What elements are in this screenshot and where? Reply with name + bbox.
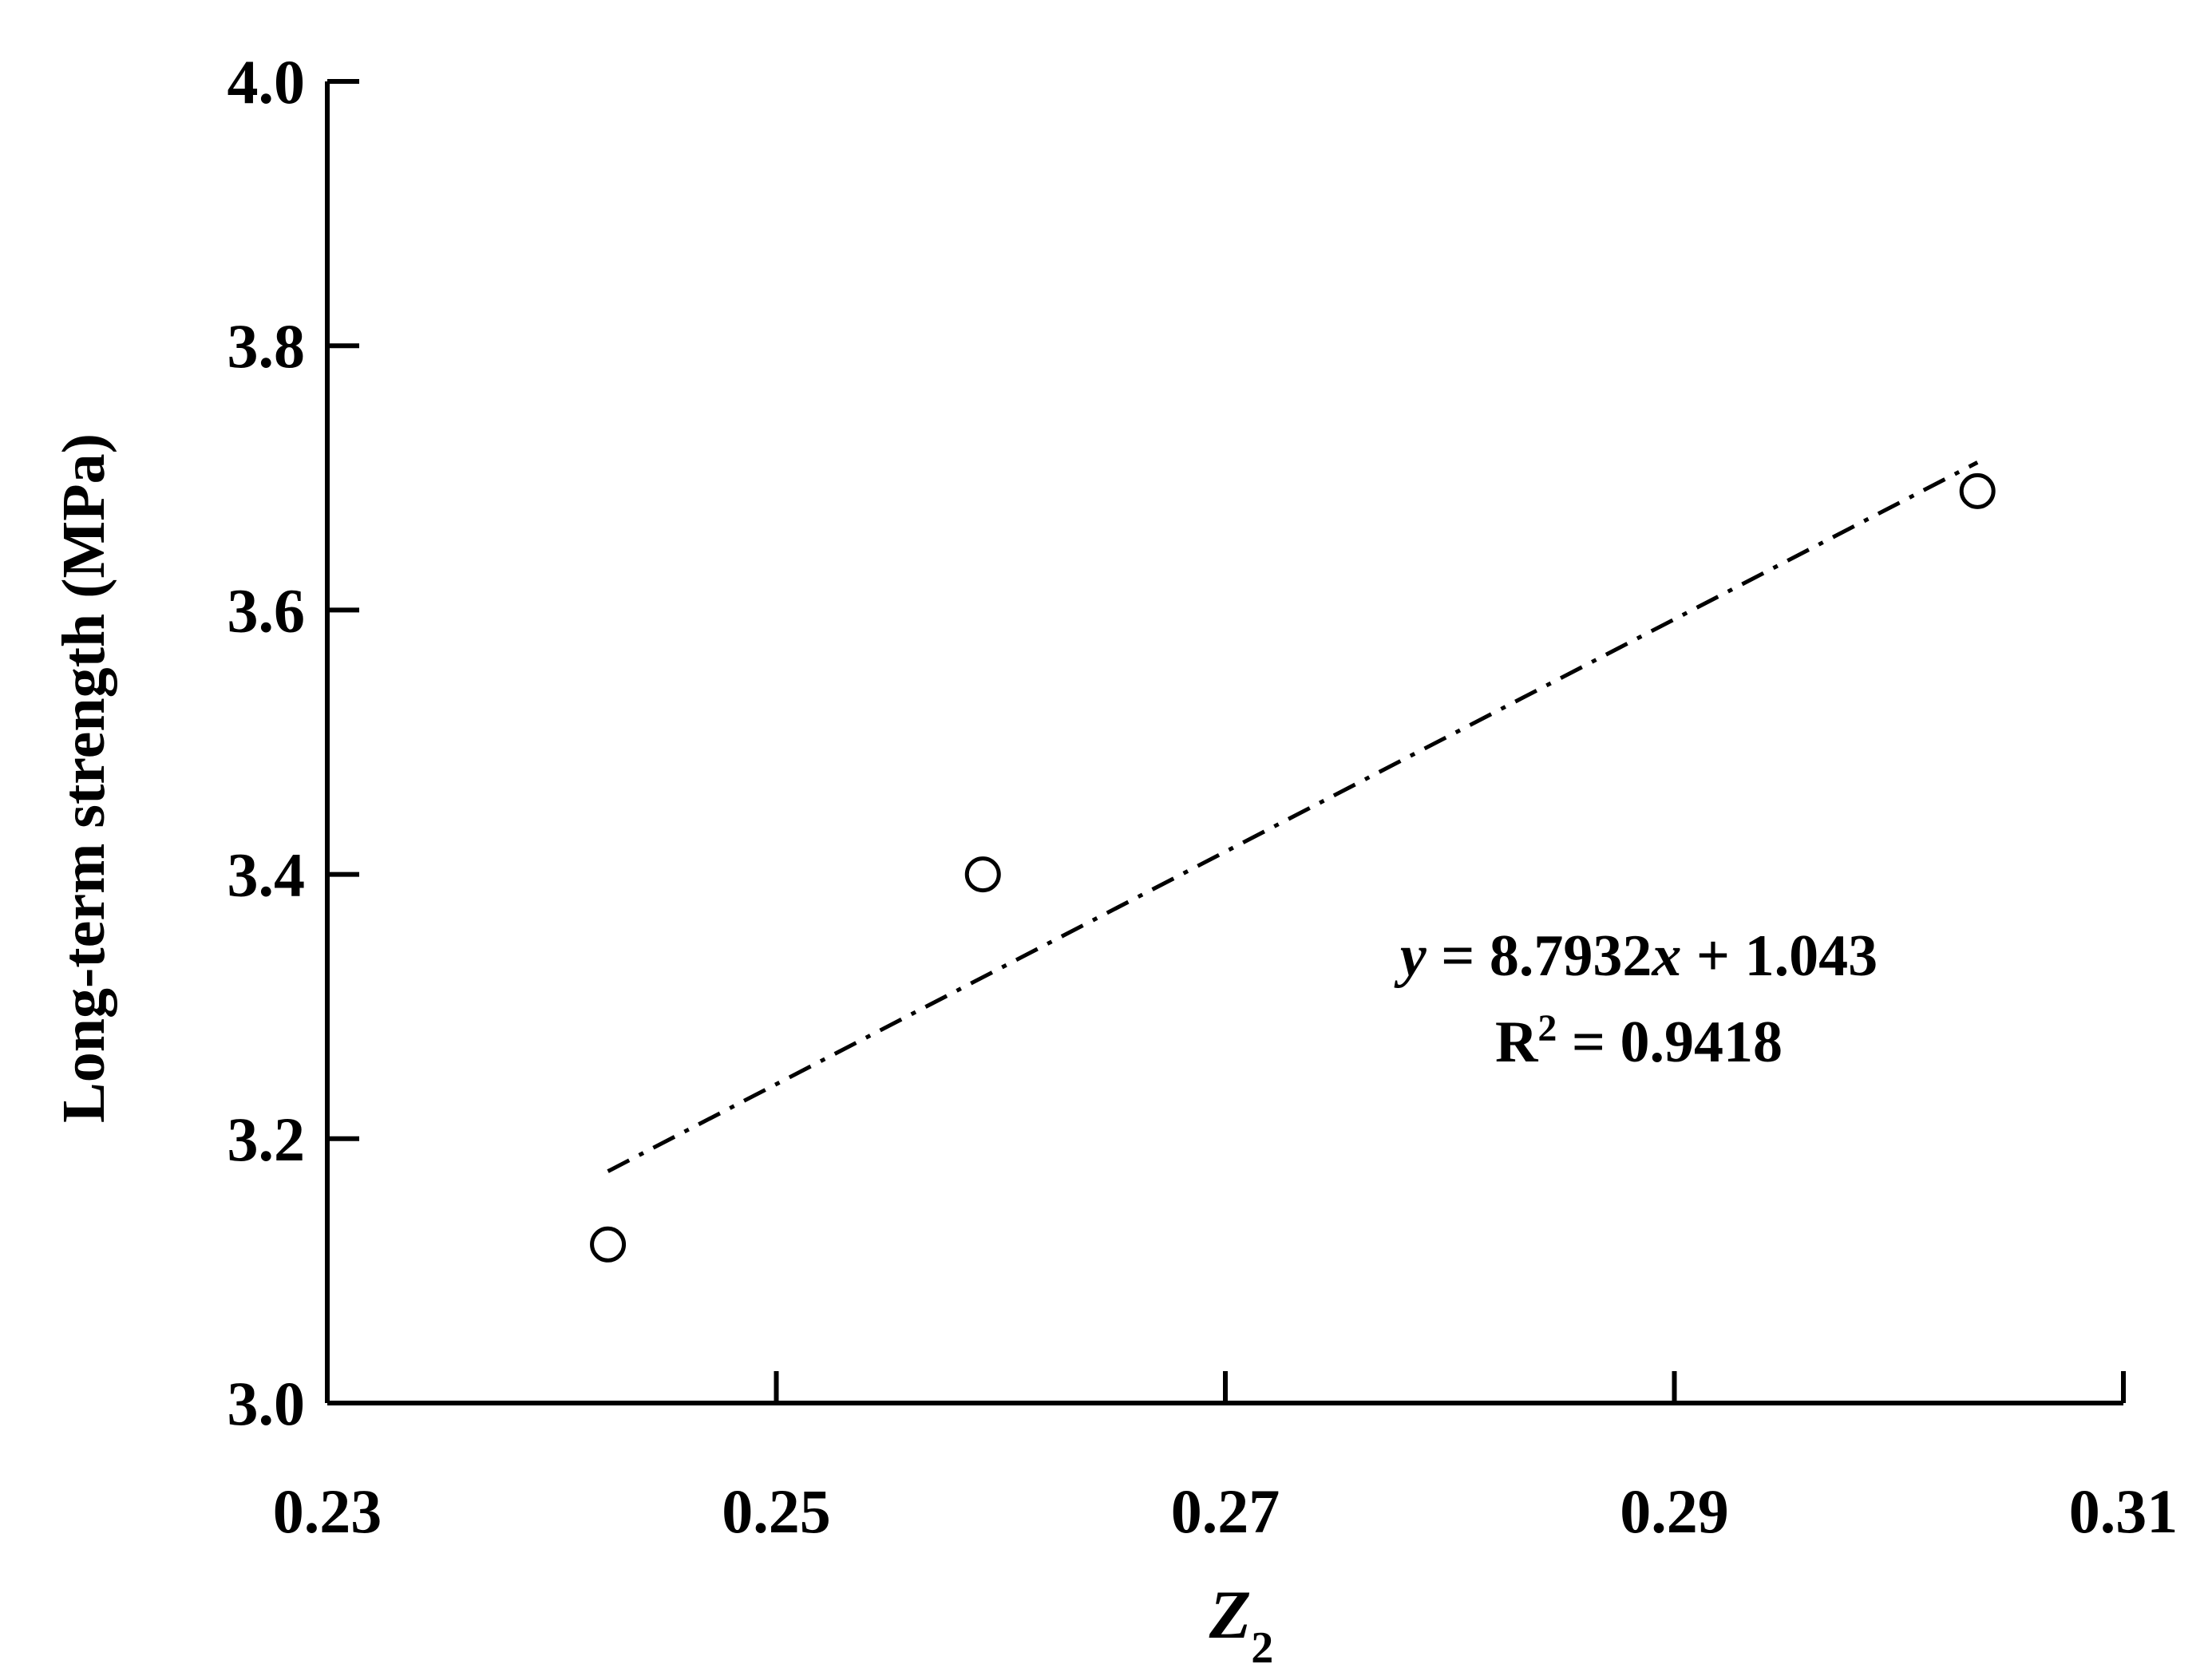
trendline-group [607, 460, 1979, 1173]
y-tick-label: 3.8 [228, 311, 306, 381]
equation-intercept: + 1.043 [1681, 923, 1878, 989]
x-tick-label: 0.25 [722, 1476, 831, 1546]
data-point [964, 856, 1001, 893]
x-axis-title-subscript: 2 [1251, 1623, 1273, 1672]
ticks: 0.23 0.25 0.27 0.29 0.31 3.0 3.2 3.4 3.6 3.8 4.0 [228, 47, 2178, 1546]
equation-slope: = 8.7932 [1427, 923, 1652, 989]
trendline-equation: y = 8.7932x + 1.043 [1394, 923, 1878, 989]
x-axis-title: Z2 [1209, 1576, 1274, 1672]
equation-y-var: y [1394, 923, 1427, 989]
points-group [590, 472, 1996, 1263]
x-axis-title-main: Z [1209, 1576, 1252, 1653]
y-tick-label: 4.0 [228, 47, 306, 117]
r-squared-superscript: 2 [1537, 1007, 1557, 1049]
equation-x-var: x [1651, 923, 1681, 989]
y-tick-label: 3.2 [228, 1105, 306, 1174]
x-tick-label: 0.31 [2069, 1476, 2178, 1546]
x-tick-label: 0.29 [1620, 1476, 1729, 1546]
x-tick-label: 0.27 [1171, 1476, 1280, 1546]
y-tick-label: 3.4 [228, 840, 306, 910]
r-squared-value: = 0.9418 [1557, 1010, 1783, 1075]
x-tick-label: 0.23 [273, 1476, 382, 1546]
r-squared-label: R2 = 0.9418 [1495, 1007, 1783, 1076]
data-point [590, 1226, 627, 1263]
y-tick-label: 3.6 [228, 575, 306, 645]
trendline [607, 460, 1979, 1173]
y-tick-label: 3.0 [228, 1369, 306, 1438]
r-squared-r: R [1495, 1010, 1539, 1075]
axes [325, 81, 2123, 1405]
y-axis-title: Long-term strength (MPa) [50, 433, 117, 1123]
data-point [1959, 472, 1996, 509]
